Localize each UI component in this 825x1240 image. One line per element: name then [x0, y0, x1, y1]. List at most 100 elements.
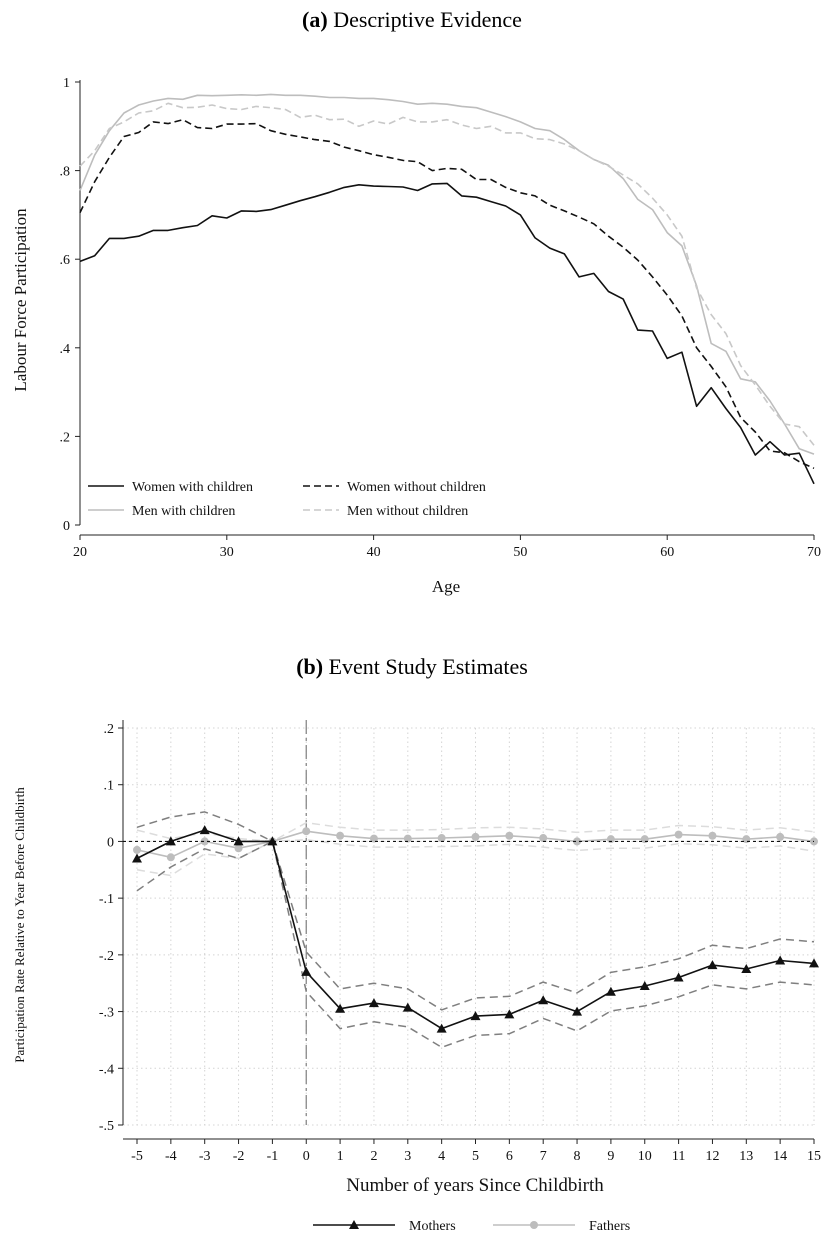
panel-b-point	[639, 981, 650, 991]
panel-b-point	[673, 972, 684, 982]
panel-b-xtick-label: 6	[506, 1149, 513, 1164]
panel-b-point	[674, 830, 683, 839]
panel-b-point	[132, 853, 142, 863]
panel-b-point	[200, 837, 209, 846]
panel-b-point	[505, 831, 514, 840]
panel-a-title-text: Descriptive Evidence	[333, 7, 522, 32]
panel-b-xtick-label: 4	[438, 1149, 445, 1164]
panel-a-series-line	[79, 182, 815, 485]
panel-b-ytick-label: -.5	[99, 1119, 114, 1134]
panel-b-xtick-label: -2	[233, 1149, 245, 1164]
panel-b-point	[234, 844, 243, 853]
panel-b-point	[302, 827, 311, 836]
panel-b-point	[368, 998, 379, 1008]
panel-a-legend-label: Men with children	[132, 504, 235, 519]
panel-b-point	[133, 845, 141, 854]
panel-b-point	[267, 836, 278, 846]
panel-b-point	[436, 1023, 447, 1033]
panel-b-point	[369, 834, 378, 843]
panel-b-xtick-label: 1	[337, 1149, 344, 1164]
panel-b-ytick-label: -.2	[99, 949, 114, 964]
panel-a-xtick-label: 40	[367, 545, 381, 560]
panel-a-ytick-label: .8	[60, 165, 71, 180]
panel-a-ytick-label: 0	[63, 519, 70, 534]
panel-b-xtick-label: 10	[638, 1149, 652, 1164]
panel-b-xtick-label: 15	[807, 1149, 821, 1164]
panel-b-point	[301, 966, 312, 976]
panel-b-point	[708, 831, 717, 840]
panel-a-ytick-label: 1	[63, 76, 70, 91]
panel-b-point	[572, 1006, 583, 1016]
panel-a-title-prefix: (a)	[302, 7, 328, 32]
panel-a-xlabel: Age	[432, 577, 460, 596]
panel-a-legend-label: Men without children	[347, 504, 468, 519]
panel-b-ylabel: Participation Rate Relative to Year Befo…	[12, 787, 27, 1063]
panel-b-point	[776, 832, 785, 841]
panel-b-point	[336, 831, 345, 840]
panel-b-point	[165, 836, 176, 846]
panel-b-point	[538, 995, 549, 1005]
panel-a-series-line	[79, 93, 815, 455]
panel-b-xtick-label: 5	[472, 1149, 479, 1164]
panel-a-xtick-label: 60	[660, 545, 674, 560]
panel-a-ytick-label: .2	[60, 430, 71, 445]
panel-b-xtick-label: 11	[672, 1149, 685, 1164]
panel-b-point	[606, 835, 615, 844]
panel-a-legend-label: Women with children	[132, 480, 253, 495]
panel-b-point	[809, 958, 819, 968]
panel-b-point	[539, 834, 548, 843]
panel-b-ytick-label: -.4	[99, 1062, 114, 1077]
panel-a-title: (a) Descriptive Evidence	[302, 7, 522, 32]
panel-b-xtick-label: 3	[404, 1149, 411, 1164]
panel-b-ci-lower	[136, 838, 815, 877]
panel-b-ytick-label: -.1	[99, 892, 114, 907]
panel-b-point	[403, 834, 412, 843]
panel-b-point	[741, 964, 752, 974]
panel-b-point	[166, 853, 175, 862]
panel-b-ytick-label: -.3	[99, 1006, 114, 1021]
panel-a-series-line	[79, 118, 815, 470]
panel-b-title-text: Event Study Estimates	[329, 654, 528, 679]
panel-b-xtick-label: 8	[574, 1149, 581, 1164]
panel-a-ylabel: Labour Force Participation	[11, 208, 30, 392]
panel-b-xtick-label: 13	[739, 1149, 753, 1164]
panel-b-plot: -.5-.4-.3-.2-.10.1.2-5 -4 -3 -2 -1 0 1 2 3 4 5 6 7 8 9…	[99, 720, 821, 1234]
panel-b-point	[437, 834, 446, 843]
panel-b-xtick-label: 0	[303, 1149, 310, 1164]
panel-b-xlabel: Number of years Since Childbirth	[346, 1175, 604, 1196]
panel-b-ytick-label: .1	[104, 779, 115, 794]
panel-b-legend-marker	[349, 1220, 359, 1229]
panel-b-point	[471, 832, 480, 841]
panel-b-title-prefix: (b)	[296, 654, 323, 679]
panel-b-legend-label: Mothers	[409, 1219, 456, 1234]
panel-b-xtick-label: 7	[540, 1149, 547, 1164]
panel-b-xtick-label: 14	[773, 1149, 787, 1164]
panel-a-ytick-label: .6	[60, 253, 71, 268]
panel-b-xtick-label: -4	[165, 1149, 177, 1164]
panel-b-title: (b) Event Study Estimates	[296, 654, 528, 679]
panel-b-xtick-label: 2	[370, 1149, 377, 1164]
panel-b-legend-label: Fathers	[589, 1219, 630, 1234]
panel-b-legend-marker	[530, 1221, 538, 1229]
panel-a-xtick-label: 30	[220, 545, 234, 560]
panel-b-point	[504, 1009, 515, 1019]
panel-a-xtick-label: 50	[513, 545, 527, 560]
panel-b-ci-upper	[136, 821, 815, 843]
panel-b-point	[335, 1003, 346, 1013]
panel-b-point	[199, 825, 210, 835]
panel-b-xtick-label: -5	[131, 1149, 143, 1164]
panel-b-point	[605, 986, 616, 996]
panel-a-plot: 0 .2 .4 .6 .8 1 20 30 40 50 60 70 Women with childre…	[60, 76, 822, 560]
panel-b-point	[402, 1002, 413, 1012]
panel-b-xtick-label: -3	[199, 1149, 211, 1164]
panel-b-point	[573, 837, 582, 846]
panel-a-xtick-label: 70	[807, 545, 821, 560]
panel-b-xtick-label: 9	[607, 1149, 614, 1164]
panel-a-legend-label: Women without children	[347, 480, 486, 495]
panel-b-ci-lower	[136, 840, 815, 1049]
panel-b-ci-upper	[136, 811, 815, 1011]
panel-b-point	[707, 960, 718, 970]
panel-b-ytick-label: 0	[107, 835, 114, 850]
panel-b-ytick-label: .2	[104, 722, 115, 737]
